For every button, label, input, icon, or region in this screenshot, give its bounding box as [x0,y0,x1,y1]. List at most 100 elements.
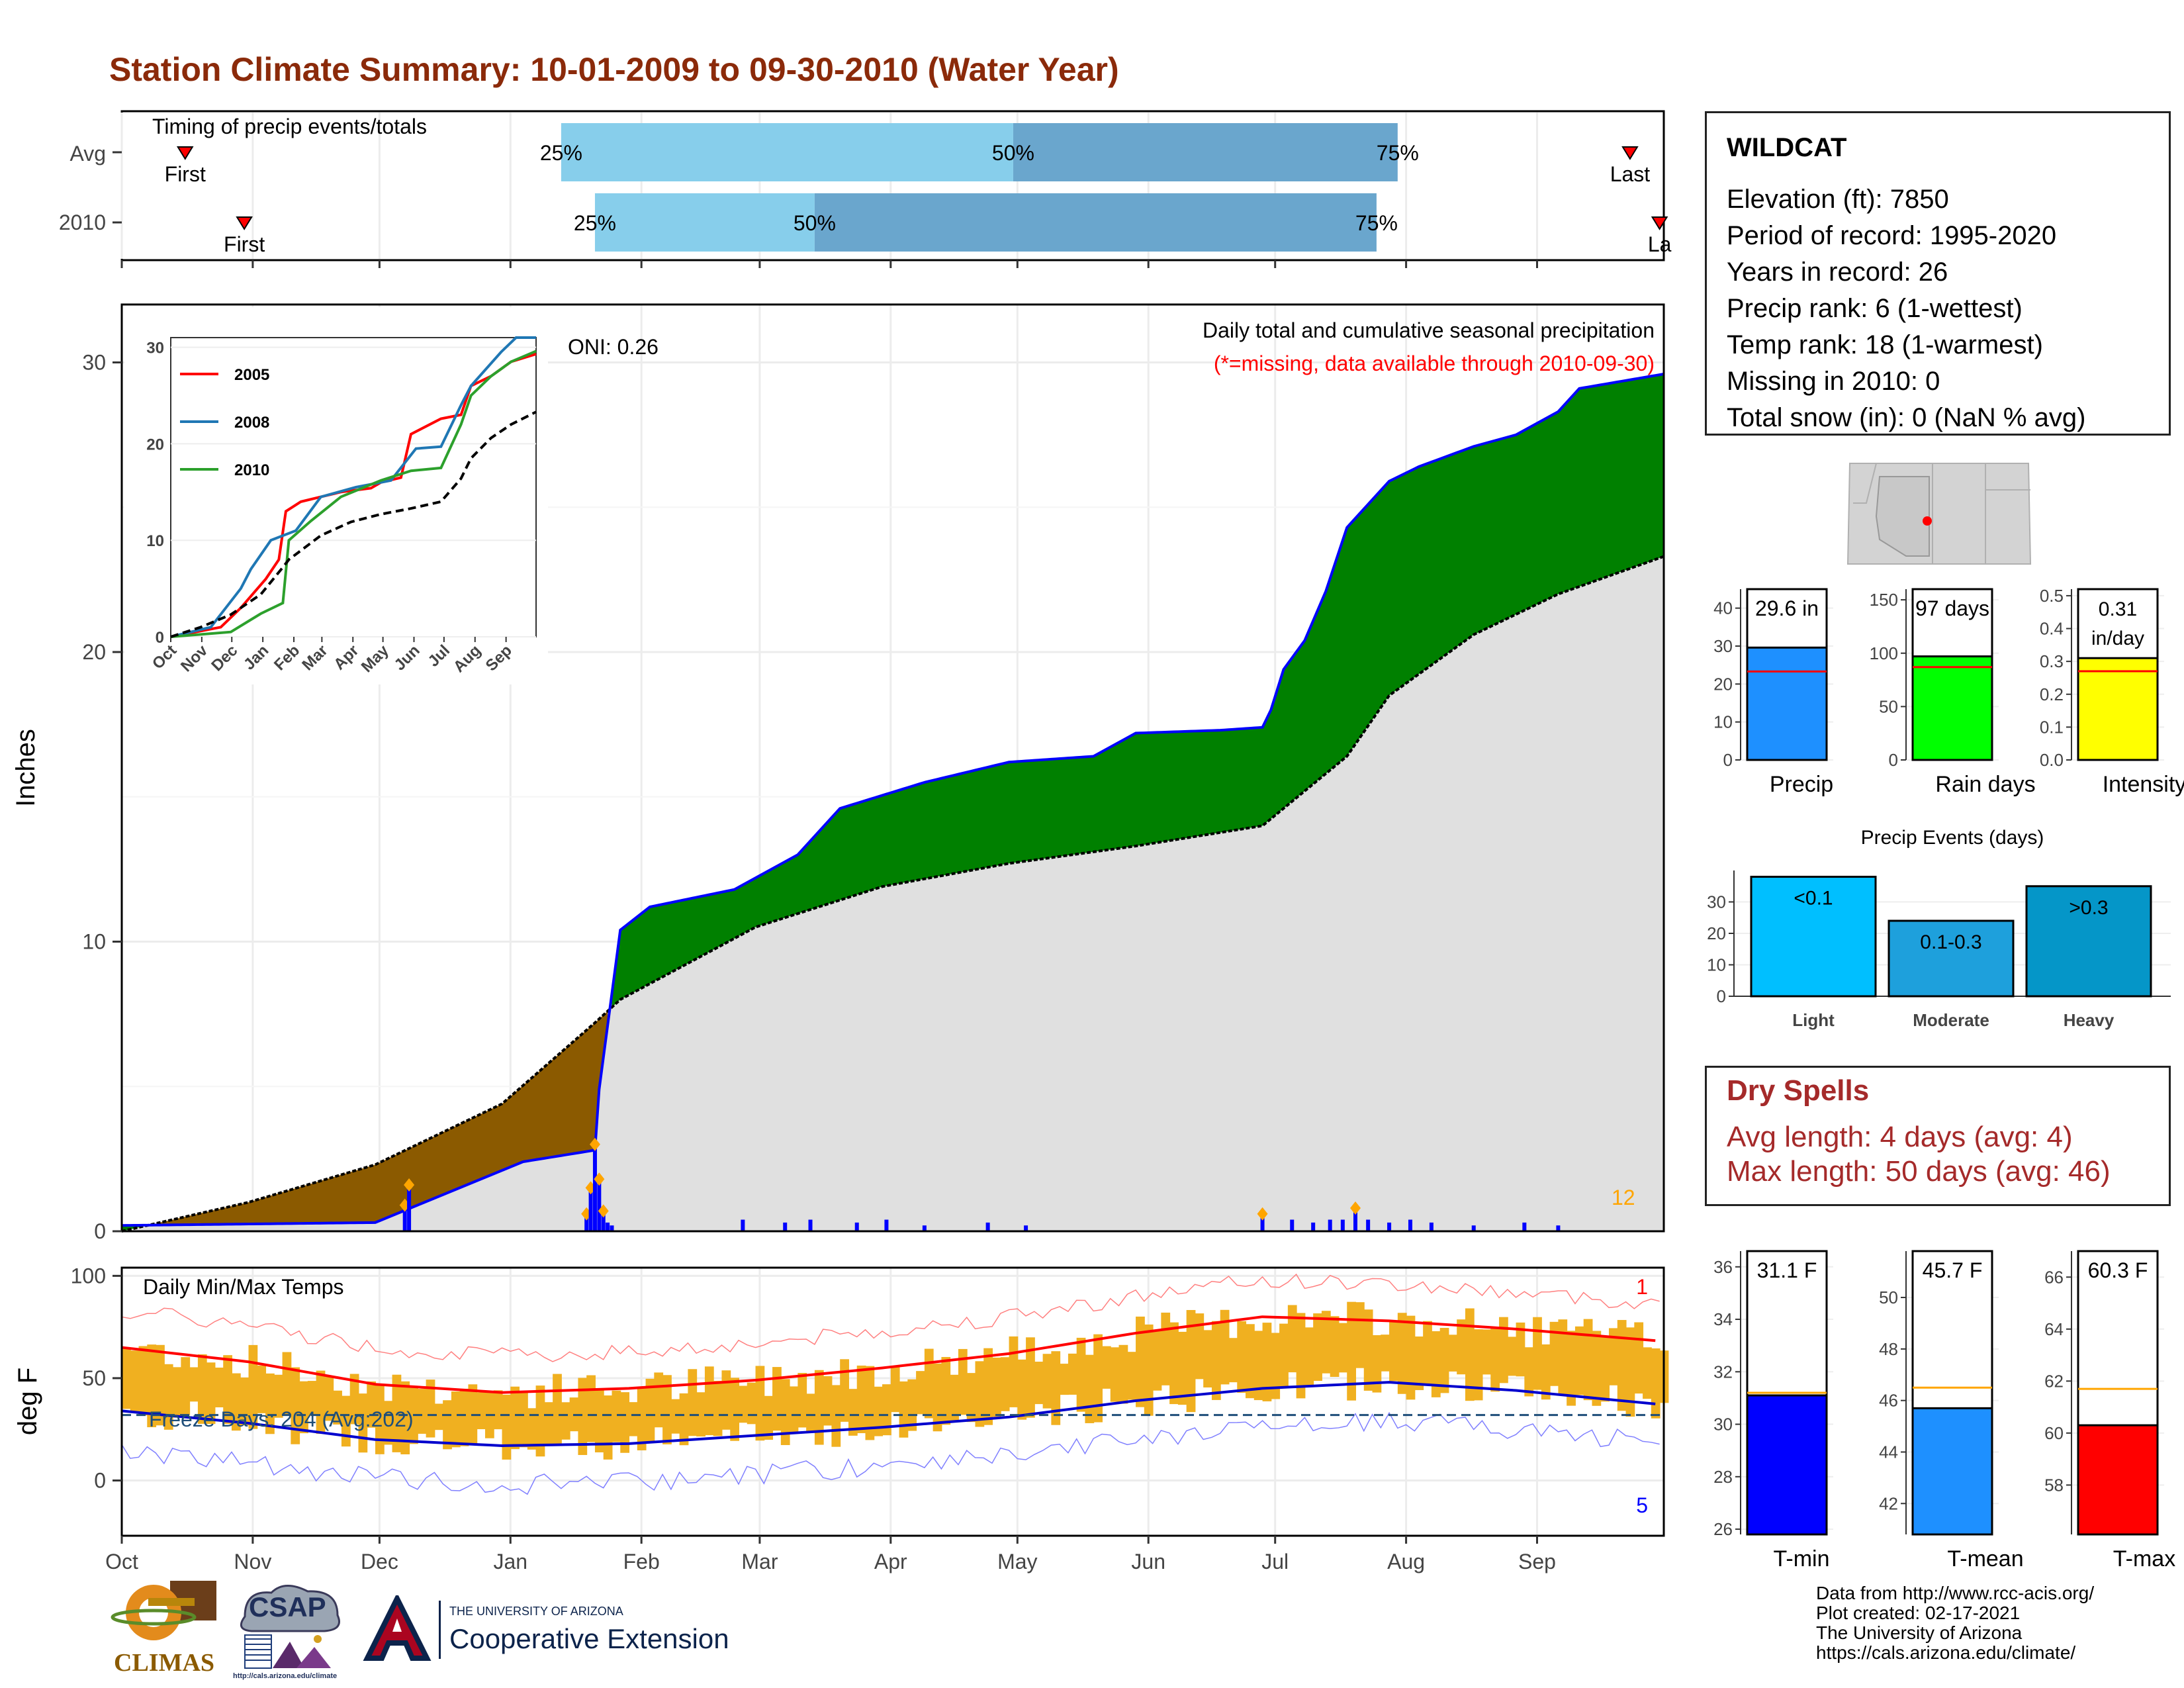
timing-first-label: First [165,162,206,186]
daily-temp-range-bar [231,1373,241,1431]
daily-temp-range-bar [1127,1352,1137,1400]
daily-temp-range-bar [1296,1313,1306,1399]
precip-events-bar-light [1750,876,1877,998]
daily-temp-range-bar [206,1362,216,1425]
daily-temp-range-bar [1381,1335,1390,1372]
precip-y-tick-label: 30 [82,351,106,375]
precip-events-category-label: Light [1792,1010,1835,1030]
daily-precip-marker [404,1178,415,1192]
daily-temp-range-bar [874,1386,884,1436]
daily-precip-bar [584,1213,589,1231]
precip-y-tick-label: 0 [94,1219,106,1243]
t-max-y-tick-label: 62 [2044,1371,2064,1391]
daily-temp-range-bar [502,1394,512,1460]
daily-temp-range-bar [1304,1327,1314,1387]
daily-temp-range-bar [130,1350,140,1412]
daily-precip-bar [1024,1225,1028,1231]
timing-bar-first-half [561,123,1013,181]
t-mean-bar [1911,1407,1993,1536]
daily-precip-bar [610,1225,614,1231]
month-tick-label: Jul [1261,1550,1289,1573]
daily-precip-bar [1429,1222,1433,1231]
daily-precip-bar [588,1188,593,1231]
daily-temp-range-bar [1161,1312,1171,1385]
daily-temp-range-bar [840,1359,849,1422]
daily-precip-marker [594,1172,605,1186]
daily-precip-bar [985,1222,990,1231]
daily-precip-bar [1366,1219,1371,1231]
csap-logo-url: http://cals.arizona.edu/climate [233,1672,338,1680]
station-period-of-record: Period of record: 1995-2020 [1727,221,2057,250]
t-min-y-tick-label: 36 [1713,1257,1733,1277]
daily-temp-range-bar [367,1381,377,1428]
daily-precip-bar [1522,1222,1527,1231]
timing-row-label-2010: 2010 [59,211,106,234]
month-tick-label: Jan [493,1550,527,1573]
daily-temp-range-bar [1541,1344,1551,1400]
daily-temp-range-bar [713,1381,723,1436]
climas-logo: CLIMAS [107,1581,220,1680]
precip-panel: 0 10 20 30 Inches Daily total and cumulativ… [11,303,1665,1243]
precip-deficit-area [151,1011,608,1225]
daily-temp-range-bar [1507,1336,1517,1376]
timing-last-label: La [1648,232,1672,256]
daily-temp-range-bar [924,1348,934,1419]
timing-percent-label: 75% [1355,211,1398,235]
average-cumulative-area [122,556,1664,1231]
rain-days-y-tick-label: 150 [1870,590,1898,610]
temp-y-tick-label: 0 [94,1469,106,1493]
temp-y-tick-label: 50 [82,1366,106,1390]
daily-temp-range-bar [780,1379,790,1446]
daily-temp-range-bar [1110,1347,1120,1402]
daily-temp-range-bar [1203,1330,1212,1387]
t-max-y-tick-label: 64 [2044,1319,2064,1339]
daily-precip-marker [1350,1201,1361,1215]
record-high-count: 1 [1636,1275,1648,1299]
station-precip-rank: Precip rank: 6 (1-wettest) [1727,294,2023,323]
daily-temp-range-bar [493,1390,503,1430]
daily-temp-range-bar [426,1380,435,1438]
precip-header-line2: (*=missing, data available through 2010-… [1214,352,1655,375]
daily-temp-range-bar [662,1375,672,1444]
precip-total-bar [1746,646,1828,761]
daily-temp-range-bar [992,1357,1001,1417]
precip-events-y-tick-label: 30 [1707,892,1726,912]
t-mean-y-tick-label: 44 [1879,1442,1898,1462]
daily-temp-range-bar [333,1390,342,1425]
t-min-category-label: T-min [1774,1546,1830,1571]
daily-temp-range-bar [1338,1323,1348,1373]
daily-precip-marker [589,1137,600,1151]
daily-temp-range-bar [138,1346,148,1416]
daily-temp-range-bar [1490,1327,1500,1392]
daily-temp-range-bar [1533,1317,1542,1390]
daily-temp-range-bar [696,1392,705,1437]
intensity-y-tick-label: 0.0 [2040,750,2064,770]
daily-temp-range-bar [789,1386,799,1433]
precip-total-y-tick-label: 30 [1713,636,1733,656]
daily-temp-range-bar [620,1392,630,1453]
daily-precip-bar [741,1219,745,1231]
dry-spells-max-length: Max length: 50 days (avg: 46) [1727,1155,2111,1188]
daily-temp-range-bar [1237,1321,1247,1393]
daily-temp-range-bar [594,1389,604,1453]
daily-temp-range-bar [578,1378,588,1456]
daily-temp-range-bar [806,1393,815,1433]
dry-spells-box: Dry Spells Avg length: 4 days (avg: 4) M… [1705,1066,2171,1206]
daily-temp-range-bar [966,1373,976,1423]
daily-precip-bar [1260,1213,1265,1231]
daily-temp-range-bar [1643,1347,1652,1399]
inset-legend-label: 2005 [234,366,269,384]
daily-temp-range-bar [291,1367,300,1444]
t-min-y-tick-label: 28 [1713,1467,1733,1487]
precip-count-label: 12 [1612,1186,1635,1209]
daily-precip-bar [606,1222,610,1231]
daily-temp-range-bar [814,1370,824,1445]
timing-percent-label: 25% [540,141,582,165]
daily-temp-range-bar [1228,1338,1238,1383]
daily-temp-range-bar [1499,1317,1508,1383]
arizona-locator-map [1843,462,2032,565]
inset-y-tick-label: 10 [146,532,164,550]
t-min-value-label: 31.1 F [1757,1258,1817,1282]
